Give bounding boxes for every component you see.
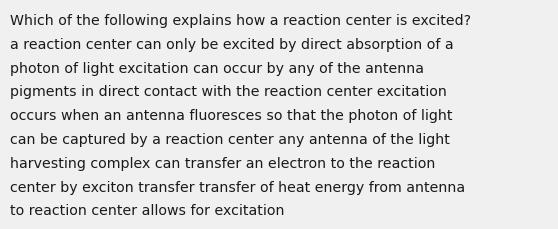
Text: pigments in direct contact with the reaction center excitation: pigments in direct contact with the reac…	[10, 85, 447, 99]
Text: to reaction center allows for excitation: to reaction center allows for excitation	[10, 204, 285, 218]
Text: a reaction center can only be excited by direct absorption of a: a reaction center can only be excited by…	[10, 38, 454, 52]
Text: occurs when an antenna fluoresces so that the photon of light: occurs when an antenna fluoresces so tha…	[10, 109, 453, 123]
Text: harvesting complex can transfer an electron to the reaction: harvesting complex can transfer an elect…	[10, 156, 435, 170]
Text: center by exciton transfer transfer of heat energy from antenna: center by exciton transfer transfer of h…	[10, 180, 465, 194]
Text: photon of light excitation can occur by any of the antenna: photon of light excitation can occur by …	[10, 61, 424, 75]
Text: Which of the following explains how a reaction center is excited?: Which of the following explains how a re…	[10, 14, 471, 28]
Text: can be captured by a reaction center any antenna of the light: can be captured by a reaction center any…	[10, 132, 450, 146]
